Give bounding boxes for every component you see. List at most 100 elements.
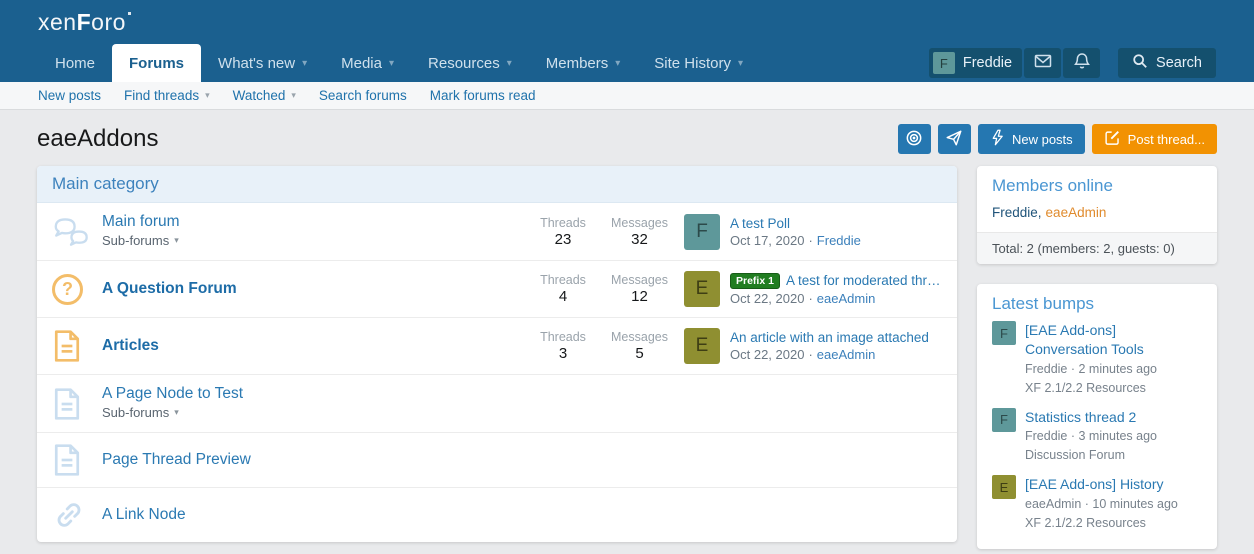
member-link[interactable]: Freddie (992, 205, 1038, 220)
tab-members[interactable]: Members (529, 44, 638, 82)
avatar[interactable]: E (684, 328, 720, 364)
threads-count: 23 (554, 230, 572, 248)
meta-separator: · (808, 232, 813, 248)
page-link[interactable]: Page Thread Preview (102, 451, 251, 468)
last-post-user[interactable]: eaeAdmin (816, 347, 876, 362)
tab-forums[interactable]: Forums (112, 44, 202, 82)
site-header: xenForo Home Forums What's new Media Res… (0, 0, 1254, 82)
header-user-area: F Freddie (928, 44, 1216, 82)
edit-pencil-icon (1104, 129, 1121, 149)
tab-media[interactable]: Media (324, 44, 411, 82)
latest-bumps-title[interactable]: Latest bumps (992, 294, 1095, 313)
search-button[interactable]: Search (1118, 48, 1216, 78)
lightning-icon (990, 129, 1005, 149)
members-online-list: Freddie, eaeAdmin (977, 203, 1217, 232)
envelope-icon (1033, 51, 1053, 76)
avatar[interactable]: F (992, 321, 1016, 345)
subnav-search-forums[interactable]: Search forums (318, 88, 407, 103)
threads-count: 3 (558, 345, 568, 362)
members-online-title[interactable]: Members online (992, 176, 1113, 195)
category-title[interactable]: Main category (52, 174, 159, 193)
alerts-button[interactable] (1063, 48, 1101, 78)
forum-stats: Threads 23 Messages 32 (535, 216, 668, 248)
last-post-user[interactable]: Freddie (816, 232, 861, 248)
meta-separator: · (808, 347, 813, 362)
forum-link[interactable]: A Question Forum (102, 280, 237, 297)
nav-tabs: Home Forums What's new Media Resources M… (38, 44, 760, 82)
last-thread-link[interactable]: A test Poll (730, 215, 791, 231)
page-link[interactable]: A Page Node to Test (102, 385, 244, 402)
subforums-toggle[interactable]: Sub-forums (102, 405, 179, 420)
forum-link[interactable]: Main forum (102, 213, 180, 230)
forum-category-block: Main category Main forum Sub-forums (37, 166, 957, 542)
logo-row: xenForo (0, 0, 1254, 44)
bump-item: F [EAE Add-ons] Conversation Tools Fredd… (992, 321, 1202, 397)
list-separator: , (1037, 205, 1042, 220)
thread-prefix-badge[interactable]: Prefix 1 (730, 272, 780, 289)
logo-part: F (76, 8, 92, 35)
threads-label: Threads (540, 330, 586, 344)
subnav-new-posts[interactable]: New posts (38, 88, 102, 103)
bump-thread-link[interactable]: Statistics thread 2 (1025, 408, 1137, 425)
forum-stats: Threads 3 Messages 5 (535, 330, 668, 362)
subforums-toggle[interactable]: Sub-forums (102, 233, 179, 248)
bump-item: F Statistics thread 2 Freddie · 3 minute… (992, 407, 1202, 465)
subnav-mark-forums-read[interactable]: Mark forums read (429, 88, 536, 103)
members-online-total: Total: 2 (members: 2, guests: 0) (977, 232, 1217, 264)
search-icon (1132, 53, 1148, 73)
last-post-date[interactable]: Oct 17, 2020 (730, 232, 805, 248)
link-node[interactable]: A Link Node (102, 506, 186, 523)
bullseye-icon (905, 129, 923, 150)
tab-resources[interactable]: Resources (411, 44, 529, 82)
paper-plane-icon (945, 129, 963, 150)
last-post-date[interactable]: Oct 22, 2020 (730, 290, 805, 306)
last-post-user[interactable]: eaeAdmin (816, 290, 876, 306)
subnav-find-threads[interactable]: Find threads (124, 88, 210, 103)
logo-part: xen (38, 8, 77, 35)
bump-thread-link[interactable]: [EAE Add-ons] Conversation Tools (1025, 322, 1144, 357)
messages-label: Messages (611, 215, 668, 230)
comments-icon (52, 215, 90, 249)
forum-row-page-node: A Page Node to Test Sub-forums (37, 375, 957, 433)
watch-forum-button[interactable] (897, 124, 931, 154)
messages-label: Messages (611, 273, 668, 287)
messages-count: 5 (635, 345, 644, 362)
last-post: E Prefix 1 A test for moderated threads … (684, 271, 942, 307)
avatar[interactable]: F (992, 407, 1016, 432)
user-name: Freddie (962, 55, 1013, 71)
main-nav: Home Forums What's new Media Resources M… (0, 44, 1254, 82)
avatar[interactable]: F (684, 213, 720, 250)
document-icon (52, 329, 90, 363)
share-button[interactable] (937, 124, 971, 154)
forum-row-page-thread-preview: Page Thread Preview (37, 433, 957, 488)
bump-item: E [EAE Add-ons] History eaeAdmin · 10 mi… (992, 475, 1202, 532)
bump-thread-link[interactable]: [EAE Add-ons] History (1025, 476, 1164, 493)
avatar[interactable]: E (684, 271, 720, 307)
post-thread-button[interactable]: Post thread... (1091, 124, 1217, 154)
page-icon (52, 387, 90, 421)
member-link[interactable]: eaeAdmin (1045, 205, 1107, 220)
new-posts-label: New posts (1011, 131, 1073, 147)
last-post-date[interactable]: Oct 22, 2020 (730, 347, 805, 362)
page-title: eaeAddons (37, 125, 159, 152)
bump-forum: XF 2.1/2.2 Resources (1025, 380, 1146, 395)
messages-label: Messages (611, 330, 668, 344)
forum-link[interactable]: Articles (102, 337, 159, 354)
subnav-watched[interactable]: Watched (233, 88, 296, 103)
avatar[interactable]: E (992, 475, 1016, 500)
tab-whats-new[interactable]: What's new (201, 44, 324, 82)
account-menu[interactable]: F Freddie (928, 48, 1023, 78)
bump-forum: Discussion Forum (1025, 448, 1126, 463)
new-posts-button[interactable]: New posts (977, 124, 1085, 154)
category-header: Main category (37, 166, 957, 203)
last-thread-link[interactable]: A test for moderated threads (785, 273, 942, 288)
threads-label: Threads (540, 273, 586, 287)
forum-row-articles: Articles Threads 3 Messages 5 E An article… (37, 318, 957, 375)
tab-home[interactable]: Home (55, 54, 96, 72)
conversations-button[interactable] (1024, 48, 1062, 78)
tab-site-history[interactable]: Site History (637, 44, 760, 82)
last-thread-link[interactable]: An article with an image attached (730, 330, 929, 345)
xenforo-logo[interactable]: xenForo (38, 9, 131, 36)
